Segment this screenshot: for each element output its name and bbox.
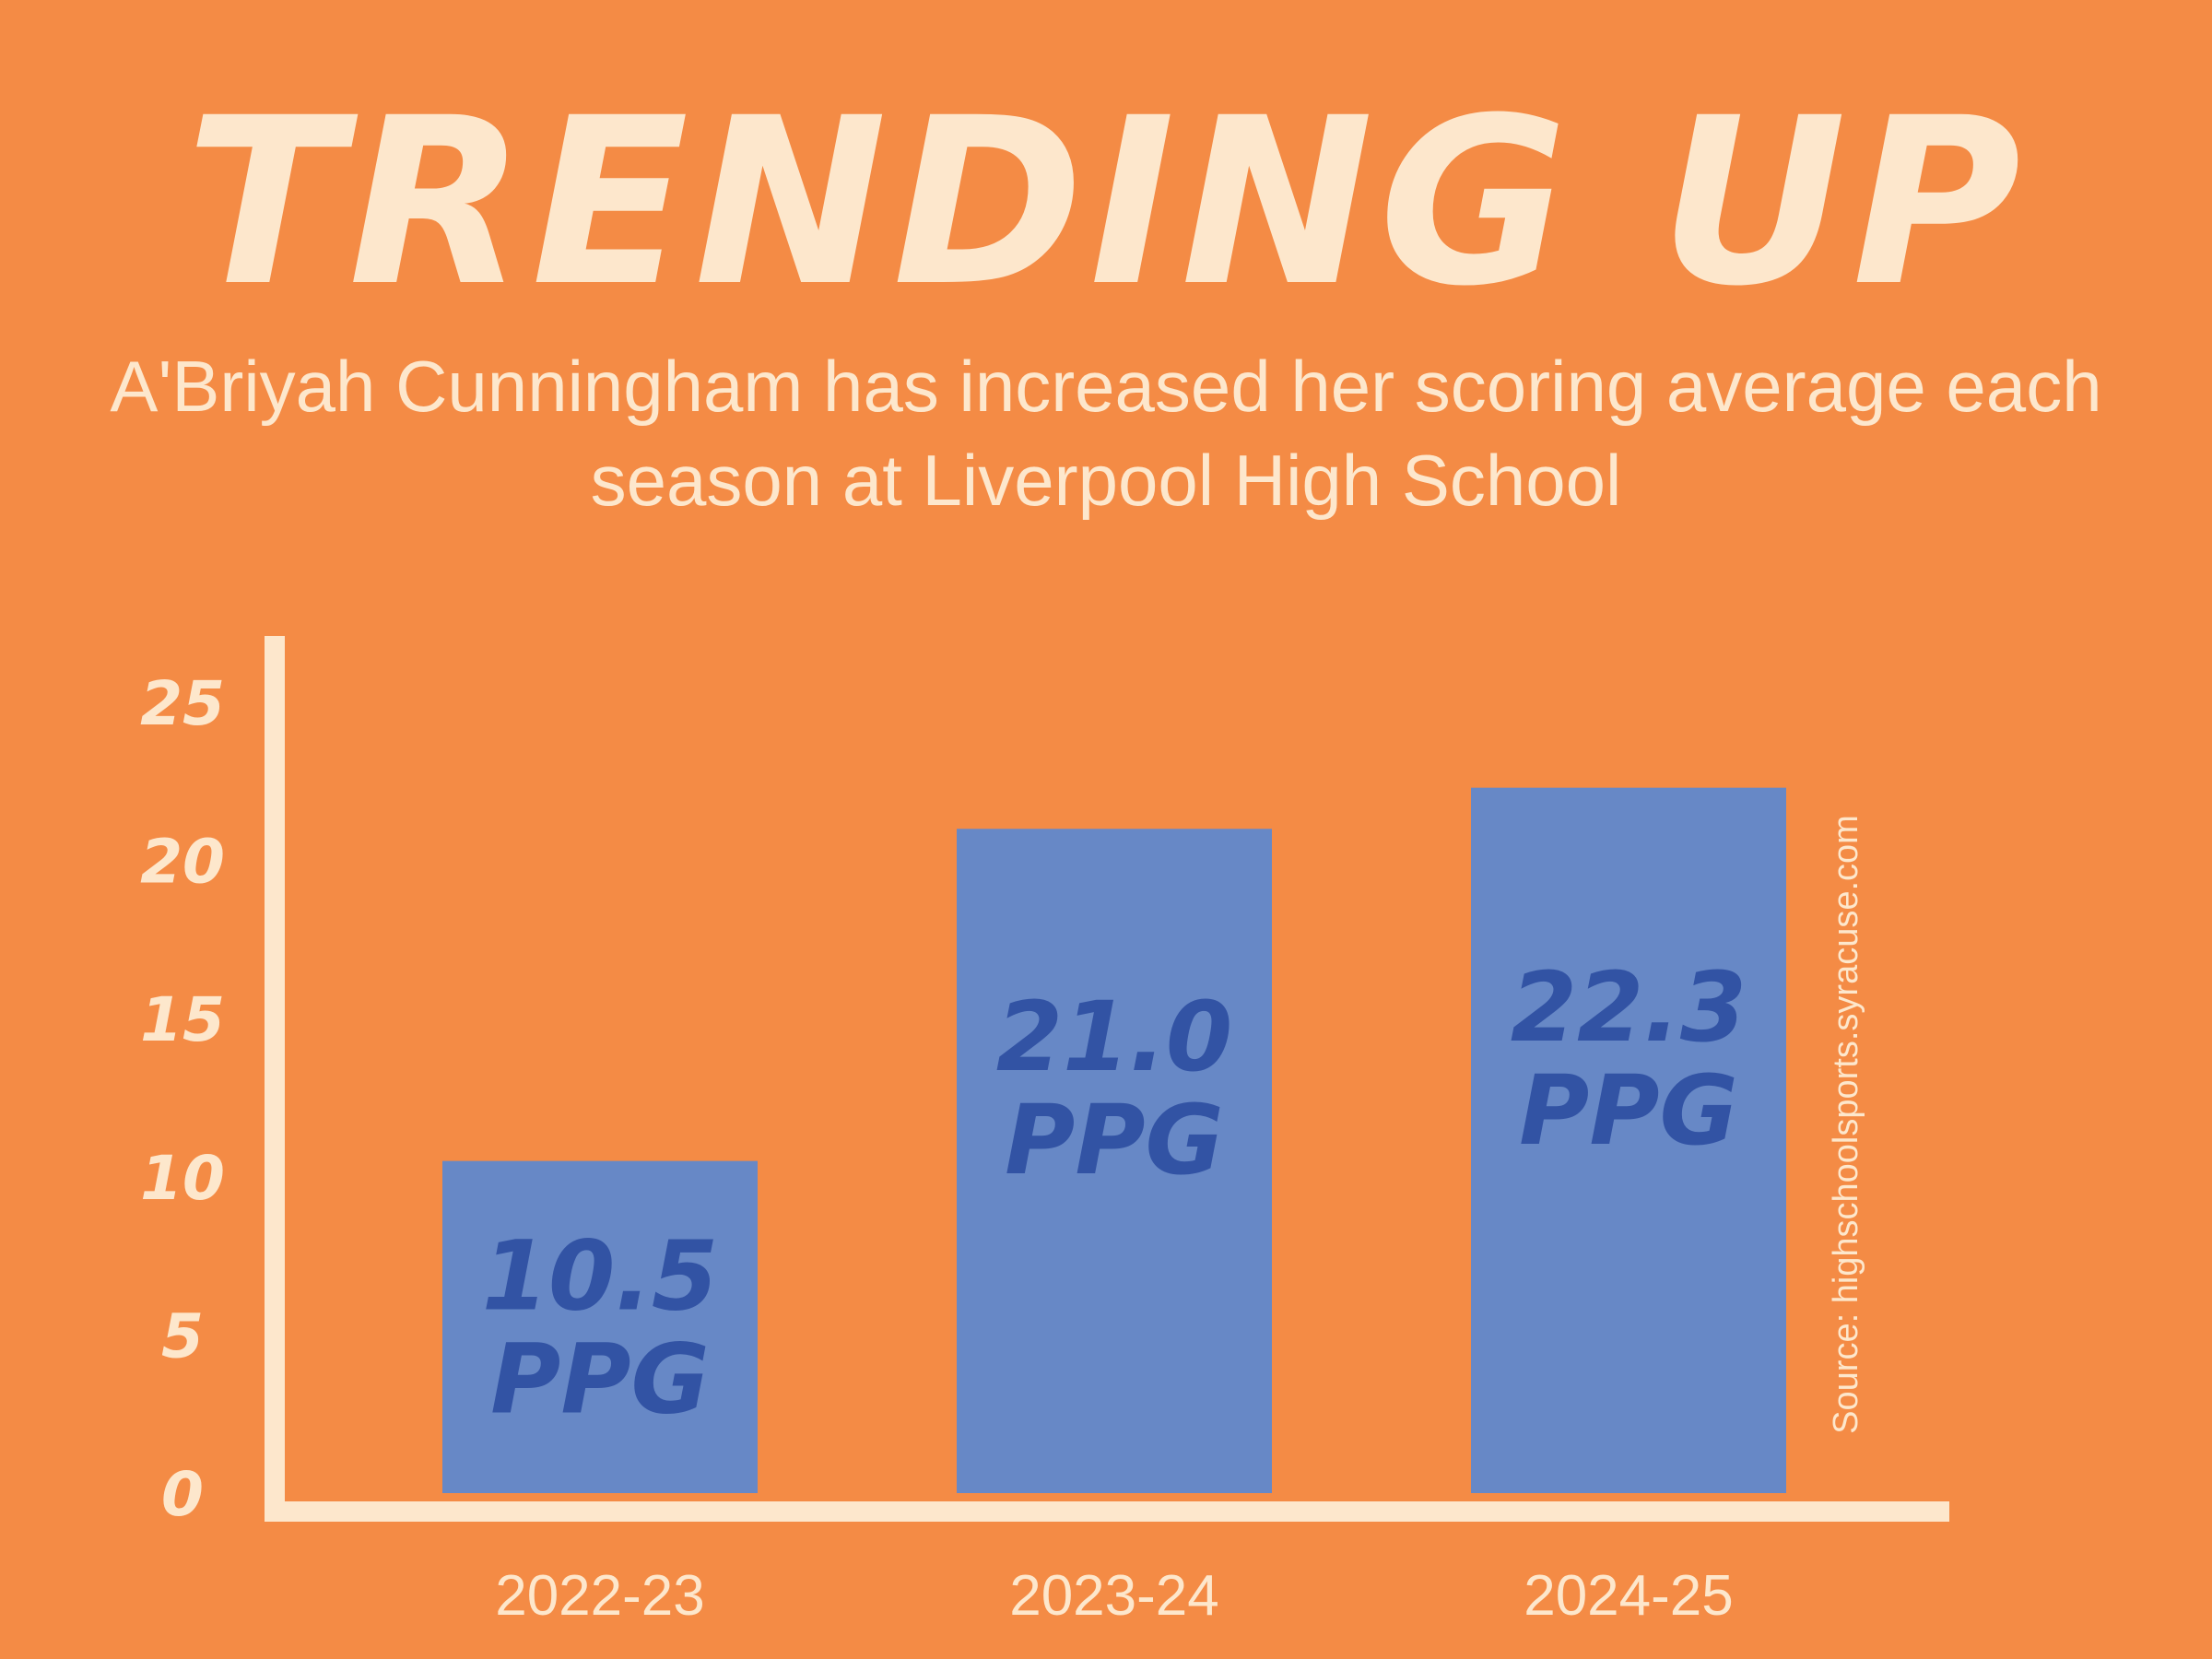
bar-2022-23	[442, 1160, 758, 1493]
axes	[265, 636, 1949, 1522]
bar-value-label: PPG	[1005, 1084, 1224, 1196]
bar-2024-25	[1471, 787, 1786, 1493]
bar-value-label: 21.0	[996, 981, 1233, 1093]
bars	[442, 787, 1786, 1493]
y-tick-label: 15	[140, 984, 225, 1055]
bar-2023-24	[957, 829, 1272, 1493]
y-ticks: 0 5 10 15 20 25	[140, 668, 225, 1530]
chart-title: TRENDING UP	[185, 68, 2027, 336]
x-category-label: 2024-25	[1524, 1564, 1734, 1628]
chart-subtitle: A'Briyah Cunningham has increased her sc…	[110, 346, 2102, 521]
y-tick-label: 10	[140, 1143, 225, 1214]
bar-value-label: 10.5	[482, 1220, 719, 1333]
source-note: Source: highschoolsports.syracuse.com	[1827, 815, 1865, 1434]
x-category-label: 2023-24	[1009, 1564, 1219, 1628]
bar-value-label: PPG	[1519, 1054, 1738, 1167]
bar-value-label: PPG	[490, 1324, 710, 1436]
x-category-label: 2022-23	[495, 1564, 705, 1628]
y-tick-label: 5	[161, 1300, 204, 1371]
y-tick-label: 0	[161, 1459, 204, 1530]
bar-value-label: 22.3	[1511, 951, 1747, 1064]
x-categories: 2022-23 2023-24 2024-25	[495, 1564, 1734, 1628]
y-tick-label: 20	[140, 827, 225, 898]
y-tick-label: 25	[140, 668, 225, 739]
